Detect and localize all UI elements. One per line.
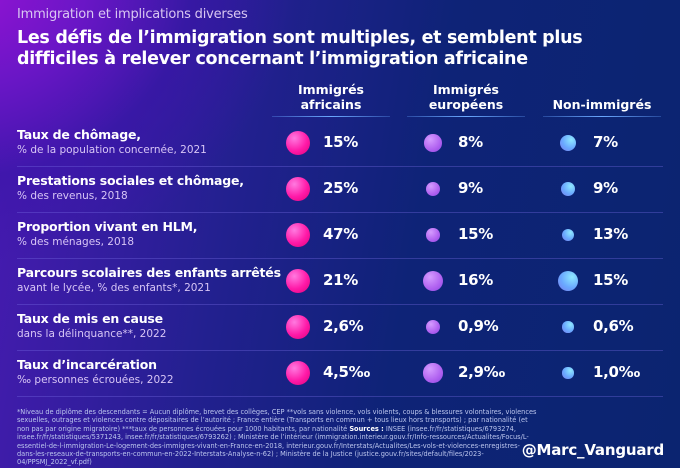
bubble-african (286, 177, 310, 201)
column-header-african: Immigrés africains (272, 82, 390, 117)
row-sublabel: % des revenus, 2018 (17, 190, 128, 202)
value-label-african: 4,5‰ (323, 363, 370, 381)
column-header-non-immigrant: Non-immigrés (543, 82, 661, 117)
value-label-african: 21% (323, 271, 359, 289)
bubble-non-immigrant (562, 367, 574, 379)
row-divider (17, 350, 663, 351)
bubble-european (423, 363, 443, 383)
footnotes: *Niveau de diplôme des descendants = Auc… (17, 408, 537, 467)
footnote-text: *Niveau de diplôme des descendants = Auc… (17, 408, 537, 433)
row-divider (17, 396, 663, 397)
value-label-european: 0,9% (458, 317, 499, 335)
bubble-non-immigrant (562, 321, 574, 333)
value-label-european: 16% (458, 271, 494, 289)
bubble-european (425, 319, 441, 335)
column-header-text: Immigrés (432, 82, 499, 97)
column-underline (543, 115, 661, 117)
column-header-text: africains (300, 97, 362, 112)
kicker: Immigration et implications diverses (17, 7, 248, 22)
row-label: Taux d’incarcération (17, 357, 157, 372)
sources-text: INSEE (insee.fr/fr/statistiques/6793274,… (17, 424, 529, 467)
row-label: Parcours scolaires des enfants arrêtés (17, 265, 281, 280)
row-divider (17, 304, 663, 305)
value-label-african: 25% (323, 179, 359, 197)
value-label-non-immigrant: 7% (593, 133, 618, 151)
column-header-european: Immigrés européens (407, 82, 525, 117)
value-label-non-immigrant: 0,6% (593, 317, 634, 335)
bubble-african (286, 131, 310, 155)
row-sublabel: dans la délinquance**, 2022 (17, 328, 167, 340)
value-label-african: 2,6% (323, 317, 364, 335)
column-underline (272, 115, 390, 117)
row-label: Taux de chômage, (17, 127, 141, 142)
bubble-european (422, 270, 444, 292)
row-label: Proportion vivant en HLM, (17, 219, 198, 234)
row-label: Taux de mis en cause (17, 311, 163, 326)
row-divider (17, 166, 663, 167)
table-row: Taux d’incarcération ‰ personnes écrouées… (0, 351, 680, 397)
page-title: Les défis de l’immigration sont multiple… (17, 28, 583, 69)
row-label: Prestations sociales et chômage, (17, 173, 244, 188)
bubble-european (425, 181, 441, 197)
row-sublabel: ‰ personnes écrouées, 2022 (17, 374, 174, 386)
value-label-non-immigrant: 9% (593, 179, 618, 197)
row-divider (17, 212, 663, 213)
column-header-text: Immigrés (297, 82, 364, 97)
value-label-non-immigrant: 15% (593, 271, 629, 289)
table-row: Proportion vivant en HLM, % des ménages, … (0, 213, 680, 259)
bubble-african (286, 223, 310, 247)
bubble-african (286, 361, 310, 385)
bubble-european (426, 228, 440, 242)
table-row: Prestations sociales et chômage, % des re… (0, 167, 680, 213)
value-label-african: 15% (323, 133, 359, 151)
value-label-european: 2,9‰ (458, 363, 505, 381)
bubble-non-immigrant (559, 134, 577, 152)
value-label-european: 8% (458, 133, 483, 151)
bubble-european (424, 134, 442, 152)
column-header-text: Non-immigrés (552, 97, 652, 112)
column-underline (407, 115, 525, 117)
row-divider (17, 258, 663, 259)
column-header-text: européens (428, 97, 504, 112)
bubble-non-immigrant (560, 181, 576, 197)
row-sublabel: % de la population concernée, 2021 (17, 144, 207, 156)
value-label-european: 9% (458, 179, 483, 197)
row-sublabel: % des ménages, 2018 (17, 236, 135, 248)
table-row: Taux de mis en cause dans la délinquance*… (0, 305, 680, 351)
author-handle: @Marc_Vanguard (521, 441, 665, 459)
bubble-non-immigrant (561, 228, 575, 242)
value-label-non-immigrant: 13% (593, 225, 629, 243)
value-label-european: 15% (458, 225, 494, 243)
bubble-non-immigrant (557, 270, 579, 292)
bubble-african (286, 269, 310, 293)
value-label-non-immigrant: 1,0‰ (593, 363, 640, 381)
value-label-african: 47% (323, 225, 359, 243)
bubble-african (286, 315, 310, 339)
table-row: Parcours scolaires des enfants arrêtés av… (0, 259, 680, 305)
row-sublabel: avant le lycée, % des enfants*, 2021 (17, 282, 211, 294)
table-row: Taux de chômage, % de la population conce… (0, 121, 680, 167)
sources-label: Sources : (349, 424, 384, 433)
